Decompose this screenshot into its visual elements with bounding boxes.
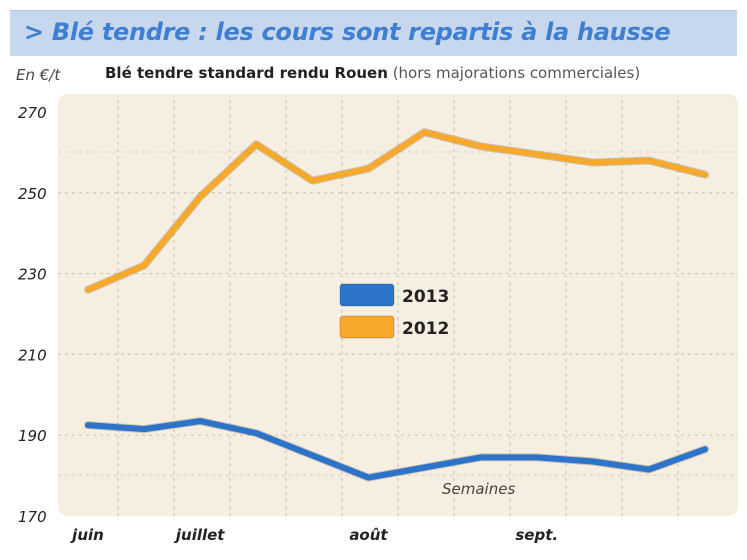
y-tick-label: 170 <box>18 508 47 526</box>
legend-label-2012: 2012 <box>402 319 449 339</box>
series-line-2012 <box>85 129 708 293</box>
x-tick-label: juillet <box>174 526 225 544</box>
x-tick-label: juin <box>70 526 104 544</box>
axis-annotation: Semaines <box>442 480 515 498</box>
title-bar: > Blé tendre : les cours sont repartis à… <box>10 10 737 56</box>
series-line-shadow-2013 <box>84 417 709 482</box>
y-tick-label: 270 <box>18 104 47 122</box>
legend-swatch-2013 <box>339 283 395 307</box>
x-tick-label: août <box>349 526 388 544</box>
x-tick-label: sept. <box>515 526 558 544</box>
y-tick-label: 190 <box>18 427 47 445</box>
legend-label-2013: 2013 <box>402 287 449 307</box>
series-line-2013 <box>85 418 708 481</box>
series-line-shadow-2012 <box>84 128 709 294</box>
y-tick-label: 210 <box>18 346 47 364</box>
unit-label: En €/t <box>16 66 61 84</box>
chart-title: > Blé tendre : les cours sont repartis à… <box>24 18 671 46</box>
y-tick-label: 250 <box>18 185 47 203</box>
subtitle-main: Blé tendre standard rendu Rouen <box>105 64 388 82</box>
legend-swatch-2012 <box>339 315 395 339</box>
subtitle-note: (hors majorations commerciales) <box>392 64 641 82</box>
chart-subtitle: Blé tendre standard rendu Rouen (hors ma… <box>105 64 640 82</box>
y-tick-label: 230 <box>18 266 47 284</box>
